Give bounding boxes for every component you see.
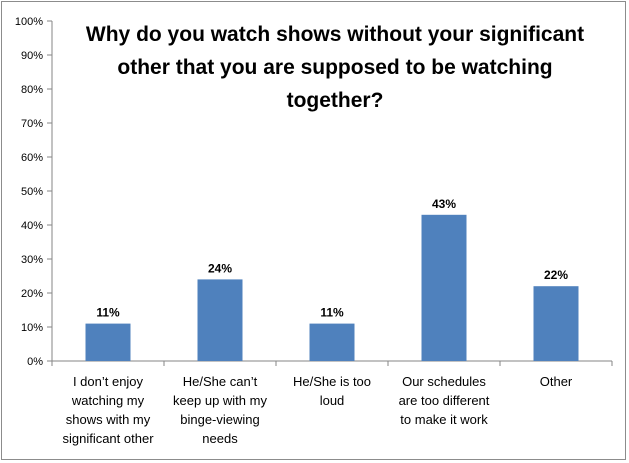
x-tick-label: He/She can’t (183, 374, 258, 389)
x-tick-label: shows with my (66, 412, 151, 427)
labels: 11% I don’t enjoy watching my shows with my… (62, 197, 572, 446)
y-tick-label: 0% (27, 356, 43, 368)
data-label: 11% (320, 306, 344, 320)
y-tick-label: 90% (21, 50, 43, 62)
bar (85, 323, 131, 361)
x-tick-label: He/She is too (293, 374, 371, 389)
chart-title: Why do you watch shows without your sign… (85, 23, 585, 112)
y-tick-label: 10% (21, 322, 43, 334)
data-label: 24% (208, 261, 232, 275)
data-label: 22% (544, 268, 568, 282)
axes: 0% 10% 20% 30% 40% 50% 60% 70% 80% 90% 100% (15, 16, 613, 368)
x-tick-label: I don’t enjoy (73, 374, 144, 389)
x-tick-label: keep up with my (173, 393, 267, 408)
bar (197, 279, 243, 361)
x-tick-label: to make it work (400, 412, 488, 427)
data-label: 11% (96, 306, 120, 320)
data-label: 43% (432, 197, 456, 211)
y-tick-label: 100% (15, 16, 43, 28)
x-tick-label: significant other (62, 431, 154, 446)
y-tick-label: 80% (21, 84, 43, 96)
y-tick-label: 30% (21, 254, 43, 266)
bar (533, 286, 579, 361)
x-tick-label: are too different (399, 393, 490, 408)
y-tick-label: 50% (21, 186, 43, 198)
x-tick-label: binge-viewing (180, 412, 260, 427)
y-tick-label: 40% (21, 220, 43, 232)
x-tick-label: watching my (71, 393, 145, 408)
y-tick-label: 70% (21, 118, 43, 130)
y-tick-label: 20% (21, 288, 43, 300)
bar (309, 323, 355, 361)
bar (421, 214, 467, 361)
bars (85, 214, 579, 361)
x-tick-label: Our schedules (402, 374, 486, 389)
y-tick-label: 60% (21, 152, 43, 164)
x-tick-label: Other (540, 374, 573, 389)
x-tick-label: loud (320, 393, 345, 408)
x-tick-label: needs (202, 431, 238, 446)
